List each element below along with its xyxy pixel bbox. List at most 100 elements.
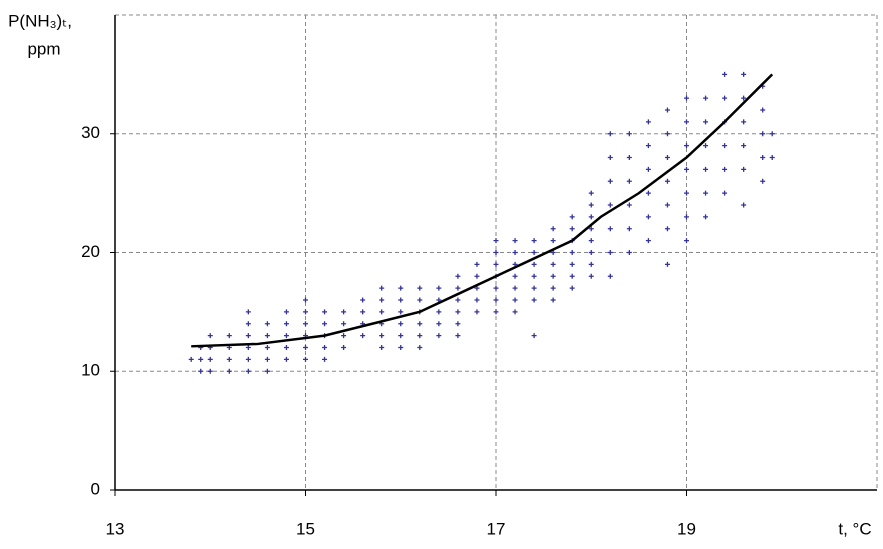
x-tick-label: 15: [296, 519, 315, 538]
scatter-point: [550, 226, 556, 232]
scatter-point: [607, 273, 613, 279]
scatter-point: [264, 321, 270, 327]
scatter-point: [303, 321, 308, 327]
scatter-point: [588, 261, 594, 267]
scatter-point: [398, 297, 404, 303]
scatter-point: [283, 356, 289, 362]
scatter-point: [664, 178, 670, 184]
scatter-point: [379, 333, 385, 339]
scatter-point: [703, 143, 709, 149]
scatter-point: [741, 143, 747, 149]
scatter-point: [569, 226, 575, 232]
scatter-point: [455, 285, 461, 291]
scatter-point: [455, 297, 461, 303]
scatter-point: [588, 202, 594, 208]
scatter-point: [569, 261, 575, 267]
scatter-point: [455, 333, 461, 339]
scatter-point: [588, 250, 594, 255]
scatter-point: [531, 261, 537, 267]
scatter-point: [245, 356, 251, 362]
scatter-point: [684, 143, 689, 149]
scatter-point: [769, 155, 775, 160]
scatter-point: [741, 95, 747, 101]
scatter-point: [379, 285, 385, 291]
scatter-point: [474, 297, 480, 303]
scatter-point: [198, 356, 204, 362]
scatter-point: [550, 238, 556, 244]
scatter-point: [436, 333, 442, 339]
scatter-point: [769, 131, 775, 137]
scatter-point: [512, 285, 518, 291]
x-tick-label: 17: [487, 519, 506, 538]
scatter-point: [645, 214, 651, 220]
scatter-point: [379, 297, 385, 303]
scatter-point: [664, 155, 670, 160]
scatter-point: [245, 333, 251, 339]
scatter-point: [569, 250, 575, 255]
scatter-point: [245, 345, 251, 350]
scatter-point: [474, 273, 480, 279]
scatter-point: [645, 190, 651, 196]
scatter-point: [722, 95, 728, 101]
scatter-point: [436, 321, 442, 327]
scatter-point: [207, 368, 213, 374]
scatter-point: [455, 321, 461, 327]
scatter-point: [703, 166, 709, 172]
scatter-point: [645, 166, 651, 172]
scatter-point: [188, 356, 194, 362]
scatter-point: [645, 119, 651, 125]
scatter-point: [341, 333, 347, 339]
scatter-point: [684, 119, 689, 125]
scatter-point: [684, 238, 689, 244]
scatter-point: [417, 321, 423, 327]
scatter-point: [588, 190, 594, 196]
scatter-point: [626, 226, 632, 232]
scatter-point: [607, 250, 613, 255]
scatter-point: [626, 131, 632, 137]
scatter-point: [588, 226, 594, 232]
x-axis-label: t, °C: [838, 519, 871, 538]
scatter-point: [398, 285, 404, 291]
y-tick-label: 10: [81, 361, 100, 380]
scatter-point: [474, 261, 480, 267]
scatter-point: [493, 285, 499, 291]
scatter-point: [607, 226, 613, 232]
y-axis-label: ppm: [27, 39, 60, 58]
scatter-point: [493, 261, 499, 267]
scatter-point: [322, 309, 328, 315]
y-tick-label: 20: [81, 242, 100, 261]
scatter-point: [436, 285, 442, 291]
scatter-point: [626, 155, 632, 160]
scatter-point: [245, 368, 251, 374]
scatter-point: [322, 356, 328, 362]
scatter-point: [417, 345, 423, 350]
scatter-point: [303, 297, 308, 303]
y-tick-label: 30: [81, 123, 100, 142]
scatter-point: [207, 333, 213, 339]
scatter-point: [360, 309, 366, 315]
scatter-point: [512, 238, 518, 244]
scatter-point: [264, 368, 270, 374]
scatter-point: [722, 166, 728, 172]
scatter-point: [264, 356, 270, 362]
scatter-point: [512, 309, 518, 315]
scatter-point: [264, 333, 270, 339]
scatter-point: [398, 321, 404, 327]
scatter-point: [455, 273, 461, 279]
scatter-point: [722, 190, 728, 196]
scatter-point: [531, 238, 537, 244]
scatter-point: [607, 178, 613, 184]
scatter-point: [360, 333, 366, 339]
scatter-point: [417, 297, 423, 303]
scatter-point: [741, 71, 747, 77]
scatter-point: [684, 190, 689, 196]
scatter-point: [531, 250, 537, 255]
scatter-point: [664, 226, 670, 232]
scatter-point: [398, 345, 404, 350]
scatter-point: [569, 285, 575, 291]
trend-line: [191, 73, 774, 348]
scatter-point: [664, 202, 670, 208]
scatter-point: [703, 119, 709, 125]
scatter-point: [569, 214, 575, 220]
scatter-point: [455, 309, 461, 315]
